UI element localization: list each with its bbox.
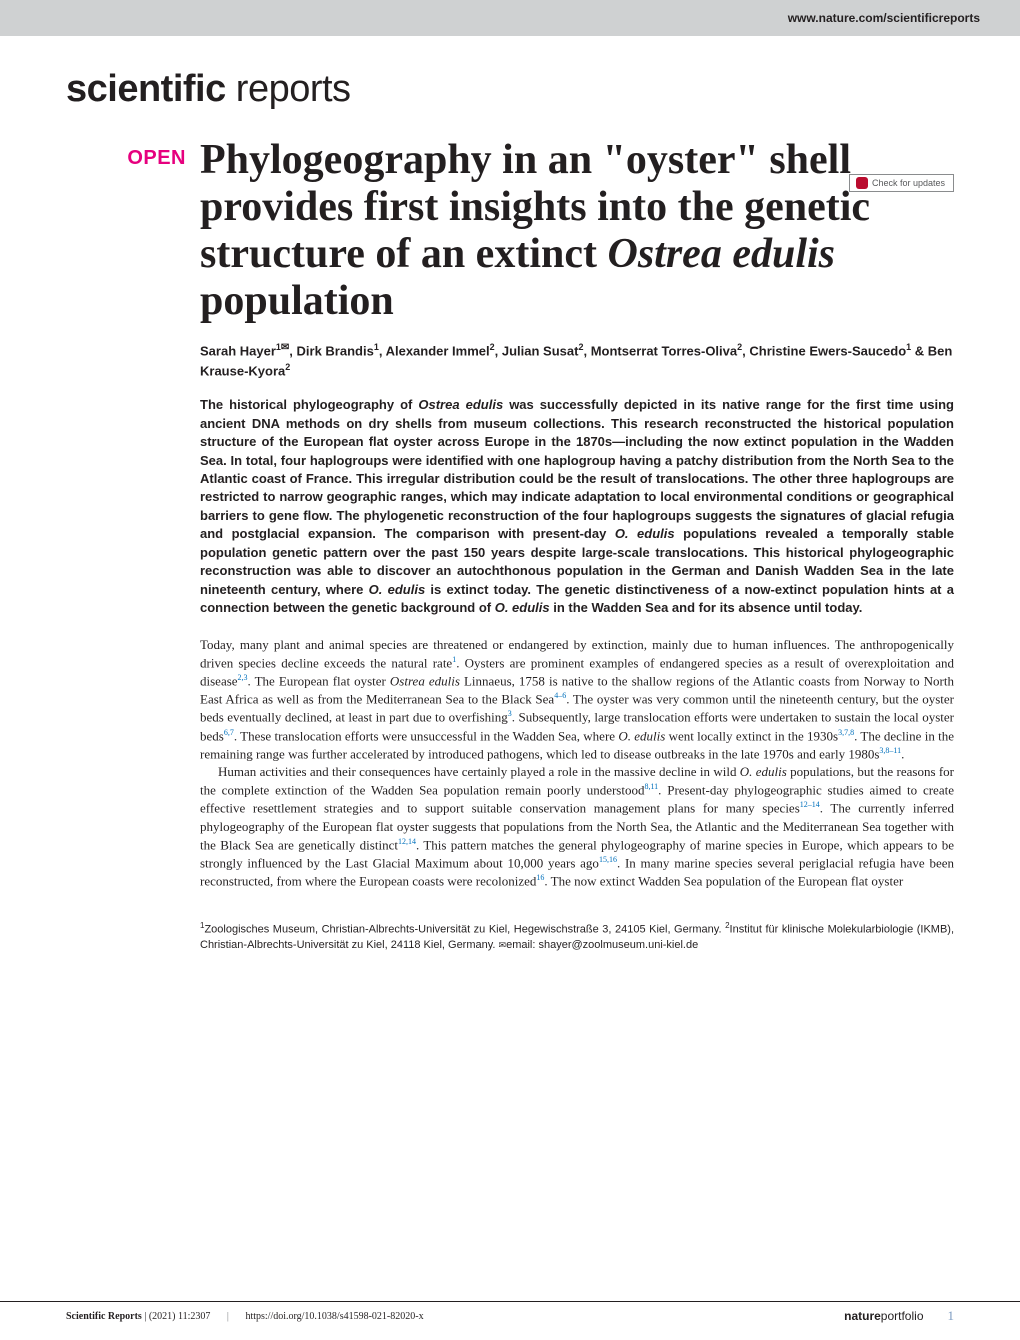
abstract-species: O. edulis [369,582,426,597]
logo-bold: scientific [66,68,226,110]
journal-logo: scientific reports [66,68,1020,111]
footer-journal: Scientific Reports [66,1311,142,1322]
nature-bold: nature [844,1309,881,1323]
citation-ref[interactable]: 4–6 [554,691,566,700]
abstract-text: The historical phylogeography of [200,397,418,412]
body-run: went locally extinct in the 1930s [665,728,838,743]
author-list: Sarah Hayer1✉, Dirk Brandis1, Alexander … [200,341,954,380]
page-footer: Scientific Reports | (2021) 11:2307 | ht… [0,1301,1020,1324]
author-7-affil: 2 [285,362,290,372]
species-name: O. edulis [618,728,665,743]
email-icon: ✉ [499,940,507,950]
check-updates-label: Check for updates [872,178,945,188]
body-text: Today, many plant and animal species are… [200,636,954,891]
footer-right: natureportfolio 1 [844,1308,954,1324]
body-run: Human activities and their consequences … [218,764,740,779]
journal-url[interactable]: www.nature.com/scientificreports [788,11,980,25]
citation-ref[interactable]: 3,7,8 [838,728,854,737]
affil-email[interactable]: email: shayer@zoolmuseum.uni‑kiel.de [506,939,698,951]
open-access-label: OPEN [66,137,186,954]
author-2: , Dirk Brandis [289,343,374,358]
citation-ref[interactable]: 6,7 [224,728,234,737]
nature-light: portfolio [881,1309,924,1323]
title-species: Ostrea edulis [607,231,835,277]
footer-sep: | [227,1311,229,1322]
page-number: 1 [948,1308,955,1324]
check-updates-badge[interactable]: Check for updates [849,174,954,192]
logo-light: reports [226,68,351,110]
article-column: Phylogeography in an "oyster" shell prov… [200,137,954,954]
species-name: O. edulis [740,764,787,779]
footer-volume: (2021) 11:2307 [146,1311,213,1322]
body-run: . The European flat oyster [248,673,390,688]
title-part2: population [200,278,394,324]
article-content: OPEN Phylogeography in an "oyster" shell… [0,137,1020,954]
citation-ref[interactable]: 15,16 [599,855,617,864]
body-run: . [901,746,904,761]
body-para-1: Today, many plant and animal species are… [200,636,954,764]
author-3: , Alexander Immel [379,343,490,358]
abstract-species: O. edulis [495,600,550,615]
journal-header-bar: www.nature.com/scientificreports [0,0,1020,36]
nature-portfolio-logo: natureportfolio [844,1309,923,1323]
body-run: . The now extinct Wadden Sea population … [544,873,903,888]
abstract-text: in the Wadden Sea and for its absence un… [550,600,863,615]
citation-ref[interactable]: 2,3 [238,673,248,682]
citation-ref[interactable]: 12–14 [800,800,820,809]
citation-ref[interactable]: 12,14 [398,837,416,846]
citation-ref[interactable]: 3,8–11 [879,746,901,755]
author-4: , Julian Susat [495,343,579,358]
abstract-text: was successfully depicted in its native … [200,397,954,541]
footer-citation: Scientific Reports | (2021) 11:2307 | ht… [66,1311,424,1322]
footer-doi[interactable]: https://doi.org/10.1038/s41598-021-82020… [243,1311,424,1322]
body-para-2: Human activities and their consequences … [200,763,954,890]
abstract: The historical phylogeography of Ostrea … [200,396,954,617]
article-title: Phylogeography in an "oyster" shell prov… [200,137,954,325]
affil-text: Zoologisches Museum, Christian‑Albrechts… [204,924,725,936]
abstract-species: O. edulis [615,526,675,541]
author-1: Sarah Hayer [200,343,276,358]
author-6: , Christine Ewers‑Saucedo [742,343,906,358]
affiliations: 1Zoologisches Museum, Christian‑Albrecht… [200,920,954,953]
author-5: , Montserrat Torres‑Oliva [583,343,737,358]
body-run: . These translocation efforts were unsuc… [234,728,619,743]
abstract-species: Ostrea edulis [418,397,503,412]
citation-ref[interactable]: 8,11 [644,782,658,791]
species-name: Ostrea edulis [390,673,460,688]
